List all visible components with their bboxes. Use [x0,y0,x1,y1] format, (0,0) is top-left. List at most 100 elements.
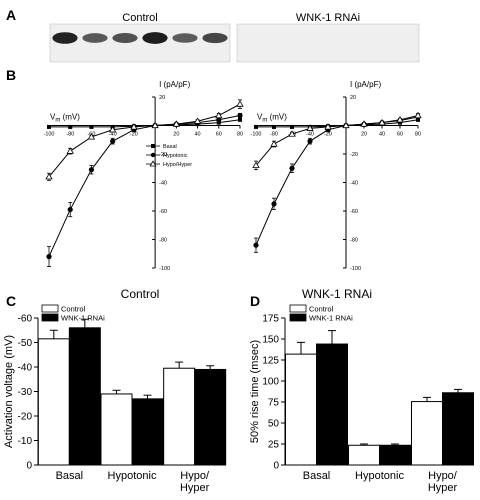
y-tick-label: -20 [159,152,167,158]
data-point [290,124,294,129]
bar-0 [285,353,317,466]
bar-0 [163,367,196,466]
bar-1 [442,392,474,466]
data-point [254,124,258,129]
iv-chart-0: -100-80-60-40-2020406080-100-80-60-40-20… [43,80,244,272]
legend-label: WNK-1 RNAi [61,314,105,323]
y-tick-label: -40 [159,181,167,187]
y-tick-label: -60 [18,314,33,325]
y-axis-label: 50% rise time (msec) [249,340,261,443]
western-blot: Control WNK-1 RNAi [49,12,420,63]
data-point [47,124,51,129]
y-axis-label: I (pA/pF) [350,80,381,89]
data-point [288,130,296,137]
data-point [271,201,277,207]
y-tick-label: -80 [159,238,167,244]
x-tick-label: 20 [361,132,367,138]
bar-0 [100,393,133,466]
bar-0 [411,401,443,466]
blot-membrane-1 [236,23,420,63]
legend-label: Hypotonic [163,153,188,159]
x-axis-label: Vm (mV) [50,113,80,124]
y-tick-label: 125 [262,356,279,367]
data-point [68,124,73,129]
y-tick-label: 150 [262,335,279,346]
y-tick-label: -30 [18,387,33,398]
x-tick-label: -100 [250,132,261,138]
data-point [46,254,52,260]
x-tick-label: -40 [306,132,314,138]
blot-lane-label-0: Control [122,12,157,24]
data-point [414,111,422,119]
legend-label: WNK-1 RNAi [309,314,353,323]
category-label: Hypotonic [108,470,157,482]
legend-label: Control [61,305,86,314]
iv-chart-title-0: Control [121,287,160,301]
legend-marker [151,144,155,148]
data-point [272,124,276,129]
data-point [396,115,404,123]
data-point [66,147,74,154]
y-tick-label: 20 [350,95,356,101]
y-tick-label: 100 [262,377,279,388]
iv-curves: -100 -80 -60 -40 -20 20 40 60 80 -100 -80 -60 -40 -20… [43,80,422,301]
bar-1 [68,327,101,466]
data-point [87,133,96,140]
y-tick-label: 20 [159,95,165,101]
legend-swatch [41,313,59,322]
data-point [216,120,221,125]
data-point [45,172,53,180]
y-tick-label: -60 [350,209,358,215]
legend-label: Hypo/Hyper [163,162,192,168]
y-tick-label: -10 [18,436,33,447]
data-point [108,125,117,133]
series-line-2 [48,103,241,178]
data-point [151,121,159,129]
category-label: Basal [303,470,331,482]
data-point [215,111,223,119]
x-tick-label: 40 [379,132,385,138]
data-point [67,206,73,213]
category-label: Hypo/ [180,470,210,482]
x-tick-label: 60 [216,132,222,138]
category-label: Basal [56,470,84,482]
data-point [252,161,260,169]
data-point [289,165,295,171]
bar-0 [37,338,70,466]
y-axis-label: Activation voltage (mV) [3,335,15,448]
panel-letter-c: C [6,293,16,309]
legend-swatch [289,313,307,322]
data-point [360,120,368,127]
data-point [130,123,138,130]
panel-letter-b: B [6,67,16,83]
y-tick-label: 175 [262,314,279,325]
bar-1 [316,343,348,466]
data-point [216,117,222,123]
series-line-2 [255,115,419,166]
y-tick-label: -100 [350,266,361,272]
y-axis-label: I (pA/pF) [159,80,190,89]
iv-chart-1: -100-80-60-40-2020406080-100-80-60-40-20… [250,80,422,272]
x-tick-label: 20 [173,132,179,138]
y-tick-label: -60 [159,209,167,215]
x-tick-label: -20 [324,132,332,138]
data-point [172,120,181,127]
bar-1 [131,398,164,466]
x-tick-label: -100 [43,132,54,138]
blot-band [172,33,198,43]
y-tick-label: 75 [268,398,280,409]
rise-time-chart: 0 25 50 75 100 125 150 175 50% rise time (msec) B… [249,305,474,494]
blot-lane-label-1: WNK-1 RNAi [296,12,360,24]
data-point [307,138,313,144]
data-point [89,124,94,129]
x-tick-label: -40 [109,132,117,138]
category-label: Hyper [428,482,458,494]
legend-label: Control [309,305,334,314]
blot-band [112,33,138,43]
y-tick-label: -50 [18,338,33,349]
x-tick-label: -80 [270,132,278,138]
data-point [236,100,244,107]
iv-chart-title-1: WNK-1 RNAi [302,287,372,301]
